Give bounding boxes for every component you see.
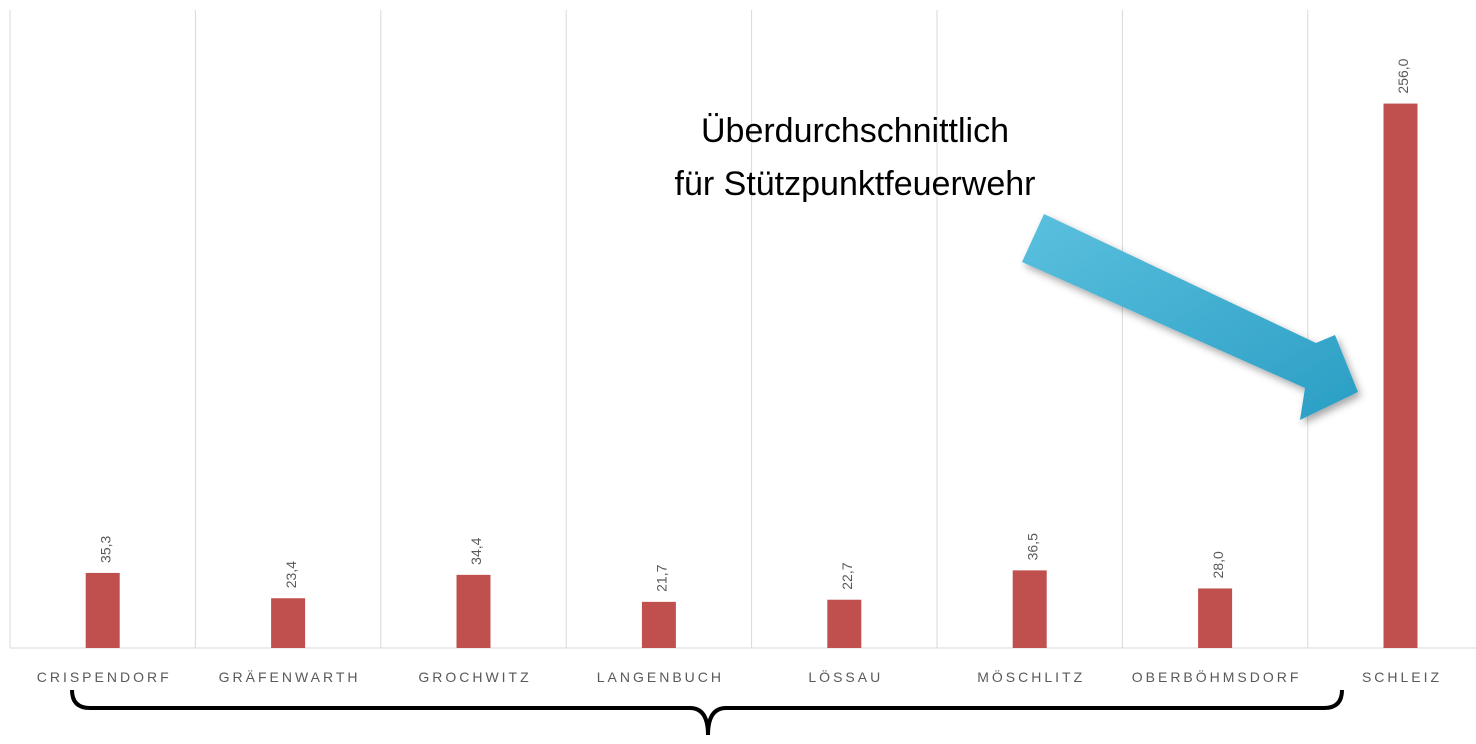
arrow xyxy=(1022,214,1358,420)
bar xyxy=(271,598,306,648)
annotation: Überdurchschnittlich xyxy=(701,112,1009,150)
x-tick-label: GRÄFENWARTH xyxy=(219,669,361,685)
bar xyxy=(85,572,120,648)
value-label: 28,0 xyxy=(1210,551,1226,578)
x-tick-label: CRISPENDORF xyxy=(37,669,172,685)
bar xyxy=(641,601,676,648)
value-label: 21,7 xyxy=(654,564,670,591)
x-tick-label: SCHLEIZ xyxy=(1362,669,1442,685)
x-tick-label: LÖSSAU xyxy=(808,668,883,685)
x-tick-label: GROCHWITZ xyxy=(418,669,531,685)
bar xyxy=(456,574,491,648)
bar xyxy=(1012,570,1047,648)
value-label: 34,4 xyxy=(468,537,484,564)
brace xyxy=(70,689,1344,736)
annotation: für Stützpunktfeuerwehr xyxy=(675,165,1036,203)
bar xyxy=(1383,103,1418,648)
bar xyxy=(827,599,862,648)
value-label: 23,4 xyxy=(283,561,299,588)
x-tick-label: OBERBÖHMSDORF xyxy=(1132,668,1302,685)
bar xyxy=(1198,588,1233,648)
x-tick-label: LANGENBUCH xyxy=(597,669,724,685)
bars xyxy=(85,103,1418,648)
x-tick-label: MÖSCHLITZ xyxy=(977,668,1085,685)
value-label: 22,7 xyxy=(839,562,855,589)
value-label: 35,3 xyxy=(97,535,113,562)
value-label: 256,0 xyxy=(1395,58,1411,93)
value-label: 36,5 xyxy=(1024,533,1040,560)
